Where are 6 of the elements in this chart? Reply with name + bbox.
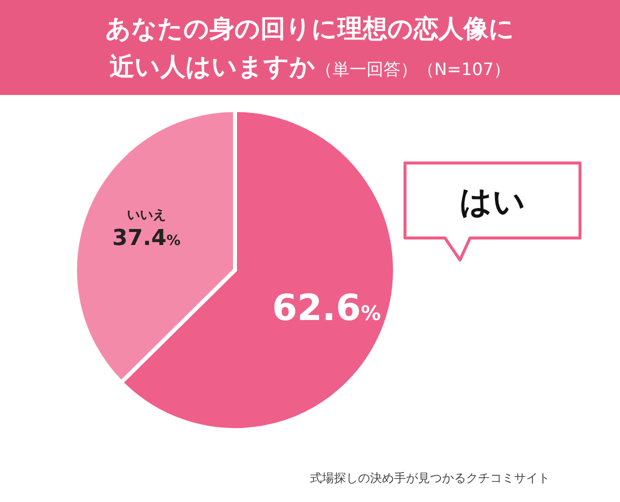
data-label: 62.6%	[272, 288, 381, 330]
data-label: 37.4%	[112, 226, 181, 251]
chart-subtitle: （単一回答）（N=107）	[315, 60, 511, 80]
slice-label: いいえ	[126, 208, 166, 223]
text: 式場探しの決め手が見つかるクチコミサイト	[310, 470, 550, 487]
slice-label: はい	[460, 182, 526, 220]
